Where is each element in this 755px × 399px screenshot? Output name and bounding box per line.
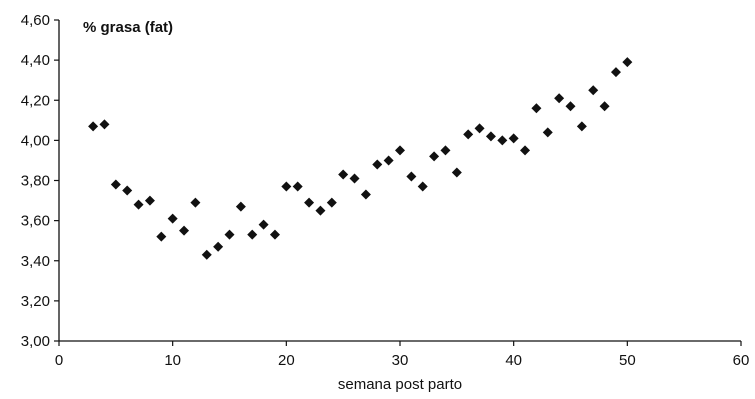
data-point (565, 101, 576, 112)
data-point (542, 127, 553, 138)
data-point (588, 85, 599, 96)
x-ticks: 0 10 20 30 40 50 60 (55, 341, 750, 369)
y-tick-label: 4,00 (21, 132, 50, 149)
axes (58, 20, 741, 342)
data-point (474, 123, 485, 134)
y-tick-label: 4,40 (21, 52, 50, 69)
data-points (88, 57, 633, 260)
data-point (235, 201, 246, 212)
data-point (599, 101, 610, 112)
data-point (110, 179, 121, 190)
data-point (281, 181, 292, 192)
x-tick-label: 60 (733, 352, 750, 369)
x-tick-label: 10 (164, 352, 181, 369)
data-point (326, 197, 337, 208)
data-point (179, 225, 190, 236)
data-point (338, 169, 349, 180)
data-point (451, 167, 462, 178)
data-point (247, 229, 258, 240)
data-point (372, 159, 383, 170)
y-tick-label: 3,40 (21, 253, 50, 270)
data-point (531, 103, 542, 114)
x-tick-label: 30 (392, 352, 409, 369)
y-tick-label: 3,60 (21, 213, 50, 230)
data-point (383, 155, 394, 166)
data-point (520, 145, 531, 156)
data-point (88, 121, 99, 132)
data-point (395, 145, 405, 156)
data-point (463, 129, 474, 140)
data-point (576, 121, 587, 132)
data-point (485, 131, 496, 142)
data-point (224, 229, 235, 240)
data-point (349, 173, 360, 184)
data-point (190, 197, 201, 208)
data-point (429, 151, 440, 162)
x-tick-label: 0 (55, 352, 63, 369)
y-tick-label: 3,80 (21, 173, 50, 190)
data-point (201, 249, 212, 260)
data-point (440, 145, 451, 156)
data-point (122, 185, 133, 196)
data-point (213, 241, 224, 252)
data-point (360, 189, 371, 200)
series-label: % grasa (fat) (83, 19, 173, 36)
y-tick-label: 4,60 (21, 12, 50, 29)
data-point (292, 181, 303, 192)
y-tick-label: 4,20 (21, 92, 50, 109)
data-point (258, 219, 269, 230)
data-point (622, 57, 633, 68)
data-point (269, 229, 280, 240)
data-point (610, 67, 621, 78)
data-point (554, 93, 565, 104)
data-point (417, 181, 428, 192)
data-point (167, 213, 178, 224)
data-point (406, 171, 417, 182)
data-point (144, 195, 155, 206)
x-axis-label: semana post parto (338, 376, 462, 393)
data-point (133, 199, 144, 210)
data-point (497, 135, 508, 146)
data-point (156, 231, 167, 242)
y-ticks: 3,00 3,20 3,40 3,60 3,80 4,00 4,20 4,40 4,60 (21, 12, 59, 350)
data-point (508, 133, 519, 144)
data-point (99, 119, 110, 130)
x-tick-label: 20 (278, 352, 295, 369)
data-point (304, 197, 315, 208)
x-tick-label: 40 (505, 352, 522, 369)
y-tick-label: 3,20 (21, 293, 50, 310)
data-point (315, 205, 326, 216)
y-tick-label: 3,00 (21, 333, 50, 350)
x-tick-label: 50 (619, 352, 636, 369)
